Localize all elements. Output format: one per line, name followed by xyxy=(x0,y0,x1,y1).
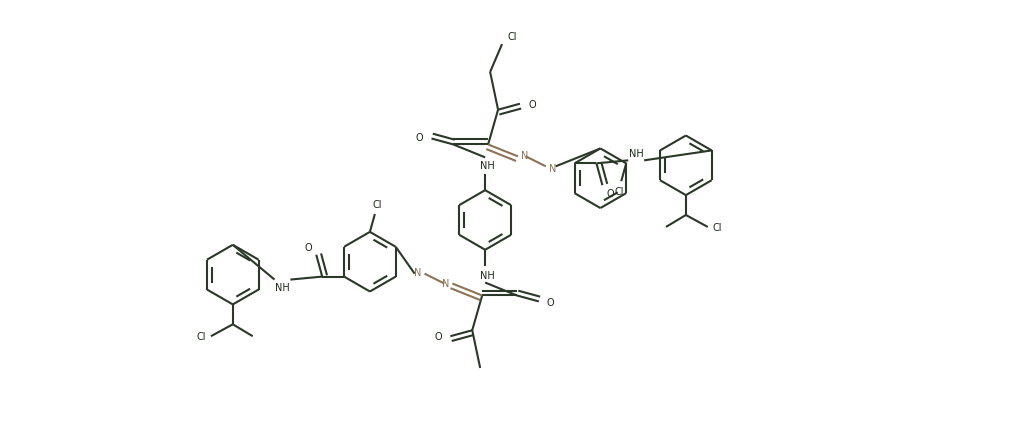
Text: O: O xyxy=(434,332,442,341)
Text: Cl: Cl xyxy=(507,32,517,42)
Text: N: N xyxy=(521,151,529,161)
Text: Cl: Cl xyxy=(372,200,381,209)
Text: NH: NH xyxy=(480,270,494,280)
Text: N: N xyxy=(549,164,556,174)
Text: Cl: Cl xyxy=(713,222,722,232)
Text: N: N xyxy=(441,278,450,288)
Text: O: O xyxy=(528,99,536,110)
Text: N: N xyxy=(414,267,421,277)
Text: NH: NH xyxy=(276,282,290,292)
Text: O: O xyxy=(304,242,312,252)
Text: Cl: Cl xyxy=(614,187,624,197)
Text: O: O xyxy=(606,189,614,199)
Text: Cl: Cl xyxy=(196,332,205,341)
Text: O: O xyxy=(416,133,423,143)
Text: NH: NH xyxy=(480,161,494,171)
Text: O: O xyxy=(547,298,554,308)
Text: NH: NH xyxy=(629,149,644,159)
